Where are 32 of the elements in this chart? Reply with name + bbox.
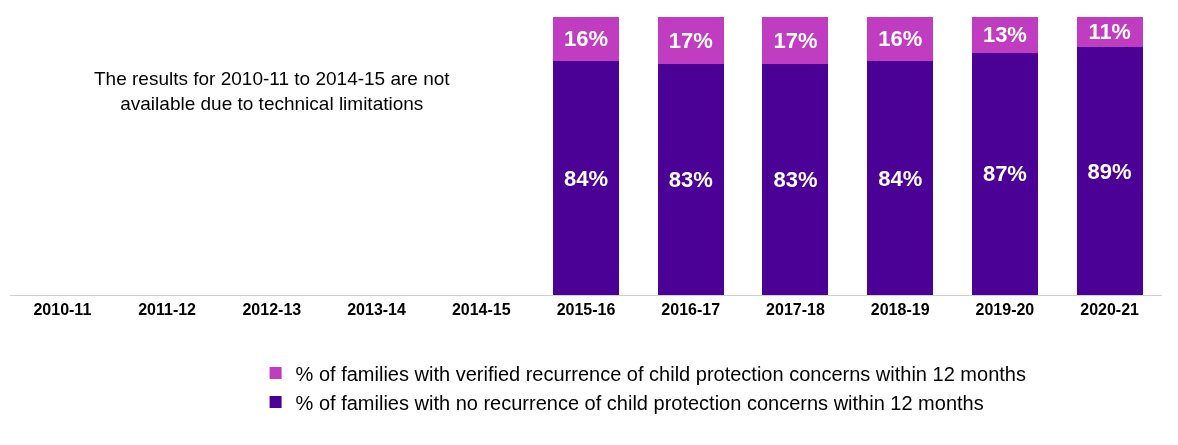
x-tick-label: 2014-15	[451, 301, 511, 319]
data-label: 11%	[1088, 19, 1131, 45]
bar	[657, 63, 724, 295]
x-tick-label: 2016-17	[661, 301, 721, 319]
data-label: 83%	[773, 166, 818, 192]
data-label: 16%	[878, 26, 923, 52]
data-label: 87%	[982, 161, 1027, 187]
bar	[1076, 47, 1143, 295]
x-tick-label: 2020-21	[1080, 301, 1140, 319]
x-tick-label: 2015-16	[556, 301, 616, 319]
bar	[867, 61, 934, 295]
x-tick-label: 2018-19	[870, 301, 930, 319]
data-label: 89%	[1087, 158, 1132, 184]
bar	[971, 52, 1038, 295]
x-tick-label: 2012-13	[242, 301, 302, 319]
legend-label: % of families with verified recurrence of child protection concerns within 12 months	[295, 362, 1026, 385]
annotation: The results for 2010-11 to 2014-15 are not available due to technical limitations	[94, 68, 451, 114]
data-label: 16%	[563, 26, 609, 52]
data-label: 17%	[773, 27, 818, 53]
bar	[762, 63, 829, 295]
x-tick-label: 2017-18	[766, 301, 825, 319]
data-label: 17%	[668, 27, 713, 53]
data-label: 13%	[982, 22, 1027, 48]
x-tick-label: 2010-11	[33, 301, 92, 319]
data-label: 84%	[878, 165, 923, 191]
bar	[553, 61, 619, 295]
data-label: 84%	[563, 165, 609, 191]
x-tick-label: 2013-14	[347, 301, 407, 319]
data-label: 83%	[668, 166, 713, 192]
legend-label: % of families with no recurrence of child protection concerns within 12 months	[295, 391, 984, 414]
x-tick-label: 2019-20	[975, 301, 1035, 319]
x-tick-label: 2011-12	[138, 301, 197, 319]
